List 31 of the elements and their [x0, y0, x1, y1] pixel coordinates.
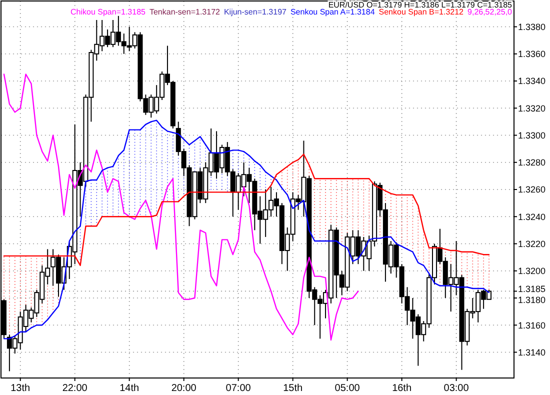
y-tick-label: 1.3220 [518, 238, 546, 249]
y-tick-label: 1.3300 [518, 130, 546, 140]
y-tick-label: 1.3280 [518, 158, 546, 168]
y-tick-label: 1.3320 [518, 103, 546, 114]
y-tick-label: 1.3200 [518, 266, 546, 276]
annotation: 9,26,52,25,0 [468, 8, 513, 16]
y-tick-label: 1.3260 [518, 184, 546, 195]
x-tick-label: 13th [10, 383, 30, 394]
y-tick-label: 1.3180 [518, 295, 546, 306]
text: Senkou Span A=1.3184 [290, 8, 376, 16]
y-tick-label: 1.3160 [518, 320, 546, 330]
y-tick-label: 1.3360 [518, 49, 546, 60]
annotation: Tenkan-sen=1.3172 [149, 8, 221, 16]
y-tick-label: 1.3380 [518, 22, 546, 32]
text: Senkou Span B=1.3212 [378, 8, 464, 16]
x-tick-label: 07:00 [226, 383, 252, 394]
text: Chikou Span=1.3185 [70, 8, 146, 16]
x-tick-label: 14th [120, 383, 140, 394]
y-tick-label: 1.3340 [518, 76, 546, 86]
x-tick-label: 20:00 [171, 383, 197, 394]
x-tick-label: 03:00 [444, 383, 470, 394]
annotation: Kijun-sen=1.3197 [224, 8, 288, 16]
x-tick-label: 22:00 [62, 383, 88, 394]
x-tick-label: 15th [283, 383, 303, 394]
y-tick-label: 1.3240 [518, 212, 546, 222]
x-tick-label: 16th [392, 383, 412, 394]
chart-title: EUR/USD O=1.3179 H=1.3186 L=1.3179 C=1.3185 [328, 0, 513, 10]
line-series [3, 74, 359, 341]
x-tick-label: 05:00 [334, 383, 360, 394]
y-tick-label: 1.3185 [518, 284, 546, 294]
y-tick-label: 1.3140 [518, 347, 546, 358]
